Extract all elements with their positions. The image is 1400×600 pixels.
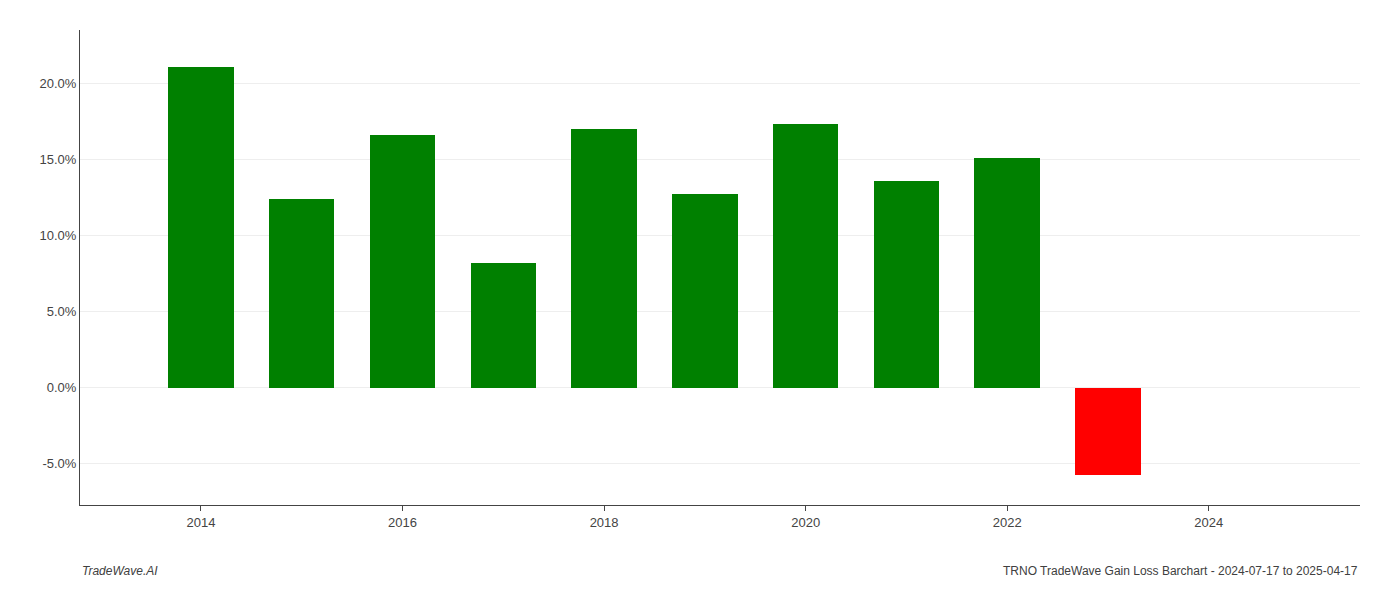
svg-text:2024: 2024 [1194, 515, 1223, 530]
svg-text:2020: 2020 [791, 515, 820, 530]
svg-text:TRNO TradeWave Gain Loss Barch: TRNO TradeWave Gain Loss Barchart - 2024… [1003, 564, 1358, 578]
svg-text:2022: 2022 [993, 515, 1022, 530]
svg-text:TradeWave.AI: TradeWave.AI [82, 564, 158, 578]
svg-text:-5.0%: -5.0% [42, 456, 76, 471]
svg-text:10.0%: 10.0% [40, 228, 77, 243]
svg-text:2018: 2018 [590, 515, 619, 530]
svg-text:15.0%: 15.0% [40, 152, 77, 167]
svg-text:2016: 2016 [388, 515, 417, 530]
svg-text:2014: 2014 [186, 515, 215, 530]
svg-text:5.0%: 5.0% [47, 304, 77, 319]
svg-text:20.0%: 20.0% [40, 76, 77, 91]
svg-text:0.0%: 0.0% [47, 380, 77, 395]
